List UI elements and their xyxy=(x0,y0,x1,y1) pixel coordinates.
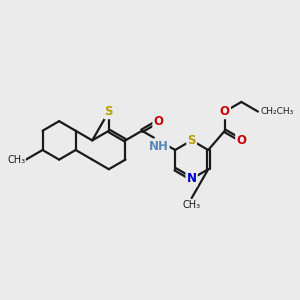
Text: O: O xyxy=(154,115,164,128)
Text: S: S xyxy=(105,105,113,118)
Text: NH: NH xyxy=(148,140,169,153)
Text: CH₃: CH₃ xyxy=(183,200,201,210)
Text: CH₃: CH₃ xyxy=(7,154,25,165)
Text: O: O xyxy=(236,134,246,147)
Text: CH₂CH₃: CH₂CH₃ xyxy=(261,107,294,116)
Text: O: O xyxy=(220,105,230,118)
Text: N: N xyxy=(187,172,197,185)
Text: S: S xyxy=(188,134,196,147)
